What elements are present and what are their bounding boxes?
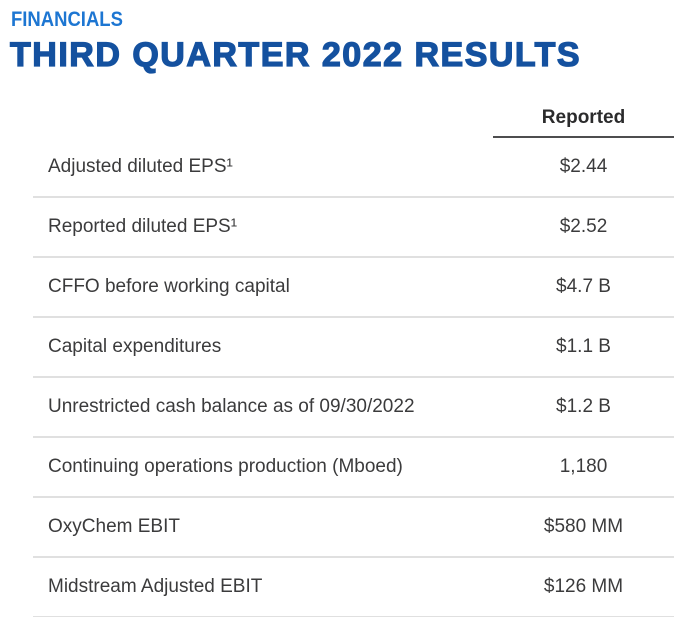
table-row: CFFO before working capital $4.7 B <box>33 258 674 318</box>
row-value: $1.2 B <box>556 396 611 417</box>
reported-column-header: Reported <box>493 97 674 138</box>
row-label: Reported diluted EPS¹ <box>48 216 238 237</box>
page-title: THIRD QUARTER 2022 RESULTS <box>9 36 582 74</box>
table-row: Continuing operations production (Mboed)… <box>33 438 674 498</box>
section-label: FINANCIALS <box>11 8 123 31</box>
row-value: 1,180 <box>559 456 608 477</box>
row-value: $4.7 B <box>556 276 611 297</box>
row-value: $126 MM <box>543 576 624 597</box>
row-label: OxyChem EBIT <box>48 516 180 537</box>
row-label: Midstream Adjusted EBIT <box>48 576 263 597</box>
table-row: Reported diluted EPS¹ $2.52 <box>33 198 674 258</box>
row-label: Adjusted diluted EPS¹ <box>48 156 233 177</box>
row-label: CFFO before working capital <box>48 276 290 297</box>
row-value: $2.52 <box>559 216 608 237</box>
table-row: OxyChem EBIT $580 MM <box>33 498 674 558</box>
table-header-row: Reported <box>33 97 674 138</box>
results-table: Reported Adjusted diluted EPS¹ $2.44 Rep… <box>33 97 674 617</box>
table-row: Midstream Adjusted EBIT $126 MM <box>33 558 674 617</box>
table-row: Unrestricted cash balance as of 09/30/20… <box>33 378 674 438</box>
row-value: $2.44 <box>559 156 608 177</box>
row-label: Capital expenditures <box>48 336 222 357</box>
row-label: Unrestricted cash balance as of 09/30/20… <box>48 396 415 417</box>
table-row: Adjusted diluted EPS¹ $2.44 <box>33 138 674 198</box>
row-label: Continuing operations production (Mboed) <box>48 456 403 477</box>
table-row: Capital expenditures $1.1 B <box>33 318 674 378</box>
row-value: $580 MM <box>543 516 624 537</box>
row-value: $1.1 B <box>556 336 611 357</box>
